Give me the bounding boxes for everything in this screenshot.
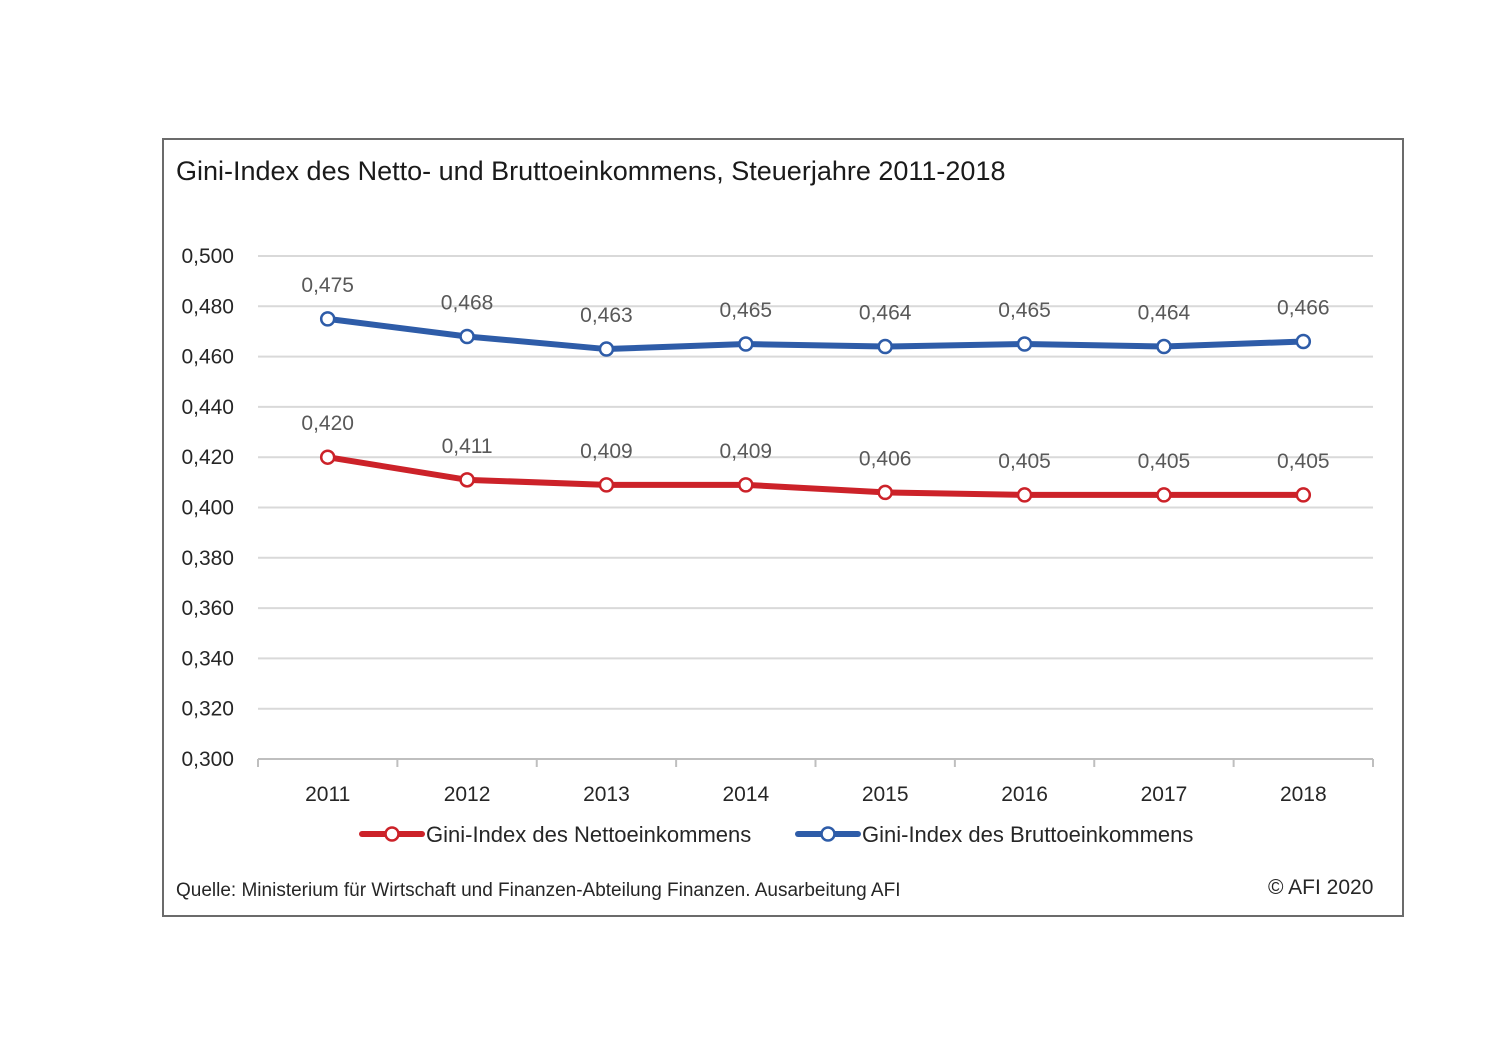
data-point-marker — [1016, 336, 1033, 352]
data-label: 0,411 — [442, 435, 493, 458]
data-point-marker — [877, 338, 893, 355]
data-label: 0,420 — [301, 412, 354, 435]
x-tick-label: 2013 — [583, 783, 630, 806]
x-tick-label: 2018 — [1280, 783, 1327, 806]
y-tick-label: 0,400 — [181, 497, 234, 520]
data-label: 0,468 — [441, 291, 494, 314]
data-point-marker — [598, 341, 615, 357]
data-point-marker — [738, 477, 754, 493]
x-tick-label: 2012 — [444, 783, 491, 806]
data-label: 0,405 — [1138, 450, 1191, 473]
data-point-marker — [738, 336, 754, 352]
y-tick-label: 0,340 — [181, 647, 234, 670]
data-point-marker — [598, 477, 615, 493]
data-point-marker — [1295, 487, 1312, 503]
x-tick-label: 2017 — [1141, 783, 1188, 806]
data-label: 0,465 — [998, 299, 1051, 322]
data-point-marker — [459, 472, 475, 488]
data-point-marker — [1016, 487, 1033, 503]
chart-title: Gini-Index des Netto- und Bruttoeinkomme… — [176, 156, 1006, 186]
legend-label: Gini-Index des Nettoeinkommens — [426, 822, 751, 847]
x-tick-label: 2015 — [862, 783, 909, 806]
x-tick-label: 2016 — [1001, 783, 1048, 806]
y-tick-label: 0,380 — [181, 547, 234, 570]
legend-marker — [820, 826, 836, 842]
data-point-marker — [1156, 487, 1172, 503]
data-point-marker — [319, 449, 336, 465]
data-label: 0,466 — [1277, 297, 1330, 320]
data-point-marker — [1295, 333, 1312, 350]
series-line-2 — [324, 315, 1307, 353]
data-label: 0,409 — [720, 440, 773, 463]
source-note: Quelle: Ministerium für Wirtschaft und F… — [176, 880, 901, 901]
data-point-marker — [319, 311, 336, 327]
x-tick-label: 2011 — [305, 783, 350, 806]
legend-marker — [384, 826, 400, 842]
y-tick-label: 0,360 — [181, 597, 234, 620]
series-line-1 — [324, 454, 1307, 498]
data-point-marker — [459, 328, 475, 345]
y-tick-label: 0,460 — [181, 346, 234, 369]
y-tick-label: 0,420 — [181, 446, 234, 469]
y-tick-label: 0,300 — [181, 748, 234, 771]
data-label: 0,464 — [859, 302, 912, 325]
data-label: 0,465 — [720, 299, 773, 322]
chart-frame — [162, 138, 1404, 917]
legend-label: Gini-Index des Bruttoeinkommens — [862, 822, 1193, 847]
data-point-marker — [877, 484, 893, 501]
data-label: 0,475 — [301, 274, 354, 297]
data-label: 0,405 — [1277, 450, 1330, 473]
data-label: 0,464 — [1138, 302, 1191, 325]
data-label: 0,463 — [580, 304, 633, 327]
y-tick-label: 0,440 — [181, 396, 234, 419]
y-tick-label: 0,500 — [181, 245, 234, 268]
data-label: 0,405 — [998, 450, 1051, 473]
data-label: 0,409 — [580, 440, 633, 463]
data-point-marker — [1156, 338, 1172, 355]
x-tick-label: 2014 — [722, 783, 769, 806]
data-label: 0,406 — [859, 447, 912, 470]
y-tick-label: 0,480 — [181, 295, 234, 318]
copyright-text: © AFI 2020 — [1268, 876, 1374, 899]
y-tick-label: 0,320 — [181, 698, 234, 721]
